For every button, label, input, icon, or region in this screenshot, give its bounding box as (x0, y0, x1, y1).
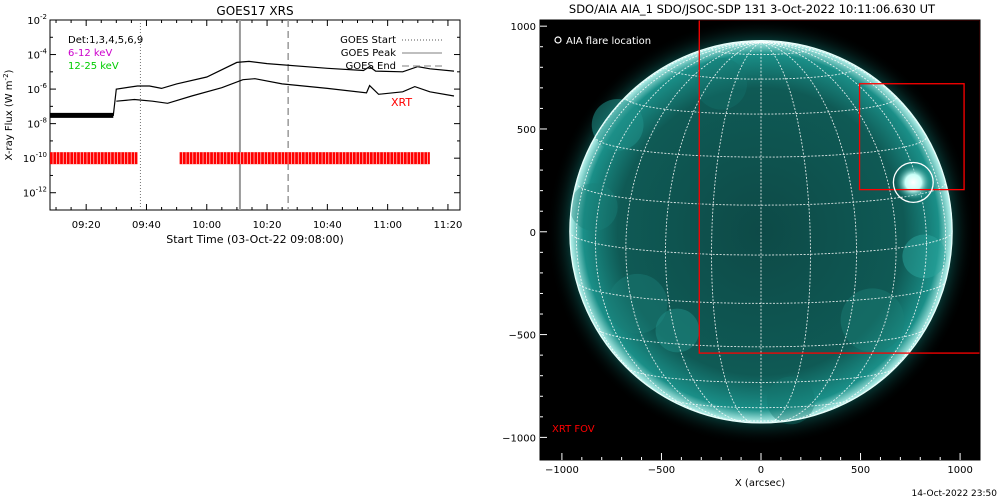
goes-series-lines (50, 60, 455, 118)
grid-line (760, 41, 947, 404)
grid-line (664, 64, 858, 80)
grid-line (760, 41, 897, 422)
active-region-patch (766, 376, 815, 425)
aia-x-tick-label: −500 (648, 465, 675, 476)
aia-title: SDO/AIA AIA_1 SDO/JSOC-SDP 131 3-Oct-202… (569, 2, 936, 16)
goes-ylabel-text: X-ray Flux (W m (4, 80, 15, 160)
aia-xlabel: X (arcsec) (735, 478, 785, 489)
footer-timestamp: 14-Oct-2022 23:50 (912, 489, 998, 499)
heliographic-grid (569, 39, 953, 424)
goes-series-line (50, 60, 455, 117)
aia-plot-frame (539, 19, 981, 461)
goes-legend-right-item: GOES Start (340, 35, 396, 46)
solar-limb (569, 39, 953, 424)
xrt-fov-label: XRT FOV (552, 424, 595, 435)
aia-x-tick-label: 0 (758, 465, 764, 476)
goes-legend-left-item: Det:1,3,4,5,6,9 (68, 35, 143, 46)
xrt-curve-label: XRT (391, 96, 412, 109)
active-region-patch (591, 98, 644, 151)
grid-line (569, 231, 953, 256)
aia-x-axis: −1000 −500 0 500 1000 (545, 453, 973, 476)
grid-line (760, 41, 811, 424)
goes-x-tick-label: 09:40 (132, 220, 161, 231)
goes-event-markers (139, 20, 289, 210)
aia-x-tick-label: 1000 (947, 465, 972, 476)
goes-legend-left-item: 12-25 keV (68, 61, 119, 72)
goes-chart-title: GOES17 XRS (216, 4, 293, 18)
grid-line (668, 398, 854, 409)
flare-brightening (895, 164, 932, 201)
aia-legend-text: AIA flare location (566, 36, 651, 47)
grid-line (625, 41, 762, 422)
aia-y-tick-label: 0 (530, 228, 536, 239)
goes-x-tick-label: 10:40 (313, 220, 342, 231)
xrt-coverage-bars (50, 152, 430, 165)
goes-xrs-chart: GOES17 XRS 10-2 10-4 10-6 10-8 10-10 10-12 09… (2, 4, 462, 246)
grid-line (595, 135, 927, 158)
goes-ylabel: X-ray Flux (W m-2) (2, 69, 15, 160)
flare-location-marker (892, 161, 934, 203)
active-region-patch (695, 57, 748, 110)
goes-x-axis: 09:20 09:40 10:00 10:20 10:40 11:00 11:20 (55, 20, 463, 231)
active-region-patch (655, 308, 700, 353)
grid-line (575, 41, 762, 404)
goes-legend-right-item: GOES End (346, 61, 396, 72)
active-region-patch (902, 234, 947, 279)
aia-image-content (546, 20, 980, 446)
aia-image-panel: SDO/AIA AIA_1 SDO/JSOC-SDP 131 3-Oct-202… (502, 2, 981, 489)
goes-x-tick-label: 10:00 (192, 220, 221, 231)
aia-y-axis: 1000 500 0 −500 −1000 (502, 22, 547, 444)
grid-line (685, 41, 762, 57)
goes-y-tick-label: 10-2 (27, 13, 47, 27)
aia-x-tick-label: 500 (851, 465, 870, 476)
goes-y-tick-label: 10-8 (27, 117, 47, 131)
goes-legend-left: Det:1,3,4,5,6,9 6-12 keV 12-25 keV (68, 35, 143, 72)
goes-legend-left-item: 6-12 keV (68, 48, 112, 59)
goes-y-tick-label: 10-12 (23, 186, 47, 200)
goes-xlabel: Start Time (03-Oct-22 09:08:00) (166, 233, 344, 246)
legend-circle-icon (554, 36, 562, 44)
active-region-patch (607, 273, 668, 334)
grid-line (664, 41, 762, 423)
goes-y-tick-label: 10-4 (27, 48, 47, 62)
goes-legend-right-item: GOES Peak (341, 48, 396, 59)
grid-line (760, 41, 858, 423)
goes-ylabel-close: ) (4, 69, 15, 73)
goes-y-tick-label: 10-10 (23, 151, 47, 165)
goes-ylabel-sup: -2 (2, 73, 10, 80)
goes-x-tick-label: 11:20 (434, 220, 463, 231)
grid-line (711, 41, 762, 424)
goes-x-tick-label: 09:20 (72, 220, 101, 231)
aia-y-tick-label: −1000 (502, 433, 536, 444)
aia-y-tick-label: −500 (509, 331, 536, 342)
aia-y-tick-label: 500 (517, 125, 536, 136)
goes-legend-right: GOES Start GOES Peak GOES End (340, 35, 442, 72)
aia-y-tick-label: 1000 (511, 22, 536, 33)
goes-series-line (116, 78, 455, 104)
active-region-patch (840, 288, 905, 353)
grid-line (760, 41, 927, 419)
grid-line (596, 328, 926, 348)
aia-x-tick-label: −1000 (545, 465, 579, 476)
goes-x-tick-label: 10:20 (253, 220, 282, 231)
flare-region-box (858, 83, 965, 191)
goes-x-tick-label: 11:00 (373, 220, 402, 231)
goes-y-tick-label: 10-6 (27, 82, 47, 96)
